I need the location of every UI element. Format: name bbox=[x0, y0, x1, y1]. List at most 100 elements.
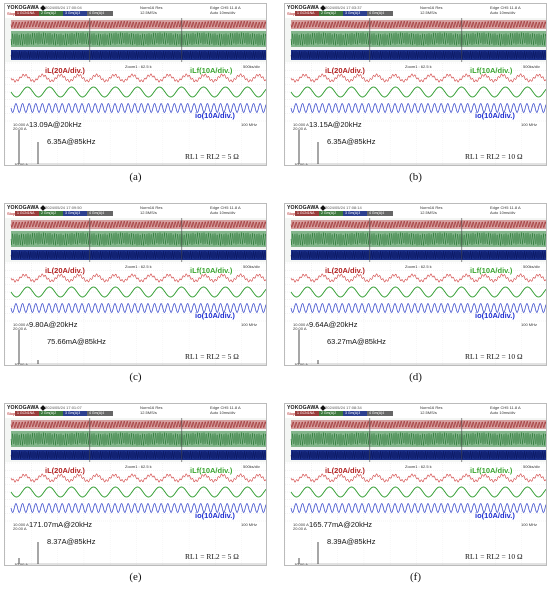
fft-bottom-value: -10.00 A bbox=[293, 562, 308, 566]
fft-top-value: 10.000 A bbox=[293, 122, 309, 127]
waveform-area bbox=[285, 418, 546, 565]
waveform-area bbox=[285, 18, 546, 165]
trigger-info: Edge CH5 11.8 A Auto 10ms/div bbox=[490, 5, 521, 15]
fft-top-value: 10.000 A bbox=[13, 322, 29, 327]
acq-info: Norm16 Res 12.5MS/s bbox=[140, 405, 163, 415]
channel-1-tag: 1 GCN1NA bbox=[295, 411, 321, 416]
il-label: iL(20A/div.) bbox=[325, 466, 365, 475]
run-status: Stopped bbox=[287, 211, 302, 216]
waveform-area bbox=[5, 18, 266, 165]
channel-1-tag: 1 GCN1NA bbox=[15, 11, 41, 16]
io-label: io(10A/div.) bbox=[475, 511, 515, 520]
frequency-range: 100 MHz bbox=[521, 122, 538, 127]
annotation-20khz: 9.64A@20kHz bbox=[309, 320, 358, 329]
fft-div-value: 20.00 A bbox=[293, 326, 307, 331]
channel-3-tag: 3 Gm(A)3 bbox=[343, 211, 369, 216]
io-label: io(10A/div.) bbox=[475, 111, 515, 120]
ilf-label: iLf(10A/div.) bbox=[190, 66, 233, 75]
sample-rate: 500ks/div bbox=[243, 64, 260, 69]
trigger-info: Edge CH5 11.8 A Auto 10ms/div bbox=[490, 405, 521, 415]
fft-div-value: 20.00 A bbox=[13, 126, 27, 131]
sample-rate: 500ks/div bbox=[243, 264, 260, 269]
trigger-info: Edge CH5 11.8 A Auto 10ms/div bbox=[210, 205, 241, 215]
timestamp: 2024/05/24 17:00:04 bbox=[45, 5, 82, 10]
fft-bottom-value: -10.00 A bbox=[13, 162, 28, 166]
panel-caption: (a) bbox=[129, 171, 142, 183]
annotation-20khz: 13.09A@20kHz bbox=[29, 120, 82, 129]
channel-3-tag: 3 Gm(A)3 bbox=[343, 411, 369, 416]
io-label: io(10A/div.) bbox=[195, 111, 235, 120]
fft-bottom-value: -10.00 A bbox=[293, 362, 308, 366]
load-resistance: RL1 = RL2 = 10 Ω bbox=[465, 352, 523, 361]
il-label: iL(20A/div.) bbox=[325, 66, 365, 75]
timestamp: 2024/05/24 17:03:37 bbox=[325, 5, 362, 10]
brand-logo: YOKOGAWA bbox=[287, 4, 326, 11]
channel-4-tag: 4 Gm(A)4 bbox=[87, 411, 113, 416]
zoom-label: Zoom1 : 62.5 k bbox=[125, 264, 152, 269]
frequency-range: 100 MHz bbox=[241, 322, 258, 327]
channel-2-tag: 2 Gm(A)2 bbox=[319, 411, 345, 416]
sample-rate: 500ks/div bbox=[523, 464, 540, 469]
timestamp: 2024/05/24 17:09:50 bbox=[45, 205, 82, 210]
frequency-range: 100 MHz bbox=[521, 522, 538, 527]
io-label: io(10A/div.) bbox=[195, 311, 235, 320]
sample-rate: 500ks/div bbox=[523, 64, 540, 69]
annotation-20khz: 9.80A@20kHz bbox=[29, 320, 78, 329]
load-resistance: RL1 = RL2 = 5 Ω bbox=[185, 352, 239, 361]
timestamp: 2024/05/24 17:08:14 bbox=[325, 205, 362, 210]
timestamp: 2024/05/24 17:08:34 bbox=[325, 405, 362, 410]
annotation-85khz: 75.66mA@85kHz bbox=[47, 337, 106, 346]
ilf-label: iLf(10A/div.) bbox=[190, 466, 233, 475]
il-label: iL(20A/div.) bbox=[325, 266, 365, 275]
panel-caption: (e) bbox=[129, 571, 142, 583]
brand-logo: YOKOGAWA bbox=[7, 404, 46, 411]
fft-div-value: 20.00 A bbox=[293, 126, 307, 131]
acq-info: Norm16 Res 12.5MS/s bbox=[140, 205, 163, 215]
ilf-label: iLf(10A/div.) bbox=[470, 66, 513, 75]
zoom-label: Zoom1 : 62.5 k bbox=[125, 64, 152, 69]
frequency-range: 100 MHz bbox=[241, 122, 258, 127]
acq-info: Norm16 Res 12.5MS/s bbox=[420, 5, 443, 15]
io-label: io(10A/div.) bbox=[475, 311, 515, 320]
load-resistance: RL1 = RL2 = 10 Ω bbox=[465, 552, 523, 561]
run-status: Stopped bbox=[7, 11, 22, 16]
channel-2-tag: 2 Gm(A)2 bbox=[319, 211, 345, 216]
trigger-info: Edge CH5 11.8 A Auto 10ms/div bbox=[490, 205, 521, 215]
panel-caption: (d) bbox=[409, 371, 422, 383]
run-status: Stopped bbox=[287, 11, 302, 16]
zoom-label: Zoom1 : 62.5 k bbox=[125, 464, 152, 469]
brand-logo: YOKOGAWA bbox=[287, 404, 326, 411]
fft-bottom-value: -10.00 A bbox=[293, 162, 308, 166]
channel-4-tag: 4 Gm(A)4 bbox=[367, 411, 393, 416]
channel-4-tag: 4 Gm(A)4 bbox=[367, 11, 393, 16]
brand-logo: YOKOGAWA bbox=[7, 204, 46, 211]
il-label: iL(20A/div.) bbox=[45, 266, 85, 275]
channel-3-tag: 3 Gm(A)3 bbox=[63, 411, 89, 416]
fft-div-value: 20.00 A bbox=[293, 526, 307, 531]
load-resistance: RL1 = RL2 = 5 Ω bbox=[185, 152, 239, 161]
zoom-label: Zoom1 : 62.5 k bbox=[405, 464, 432, 469]
annotation-85khz: 63.27mA@85kHz bbox=[327, 337, 386, 346]
load-resistance: RL1 = RL2 = 5 Ω bbox=[185, 552, 239, 561]
annotation-20khz: 13.15A@20kHz bbox=[309, 120, 362, 129]
il-label: iL(20A/div.) bbox=[45, 466, 85, 475]
fft-bottom-value: -10.00 A bbox=[13, 562, 28, 566]
fft-top-value: 10.000 A bbox=[293, 322, 309, 327]
fft-top-value: 10.000 A bbox=[13, 522, 29, 527]
brand-logo: YOKOGAWA bbox=[7, 4, 46, 11]
annotation-85khz: 6.35A@85kHz bbox=[327, 137, 376, 146]
channel-2-tag: 2 Gm(A)2 bbox=[319, 11, 345, 16]
trigger-info: Edge CH5 11.8 A Auto 10ms/div bbox=[210, 405, 241, 415]
channel-1-tag: 1 GCN1NA bbox=[15, 211, 41, 216]
